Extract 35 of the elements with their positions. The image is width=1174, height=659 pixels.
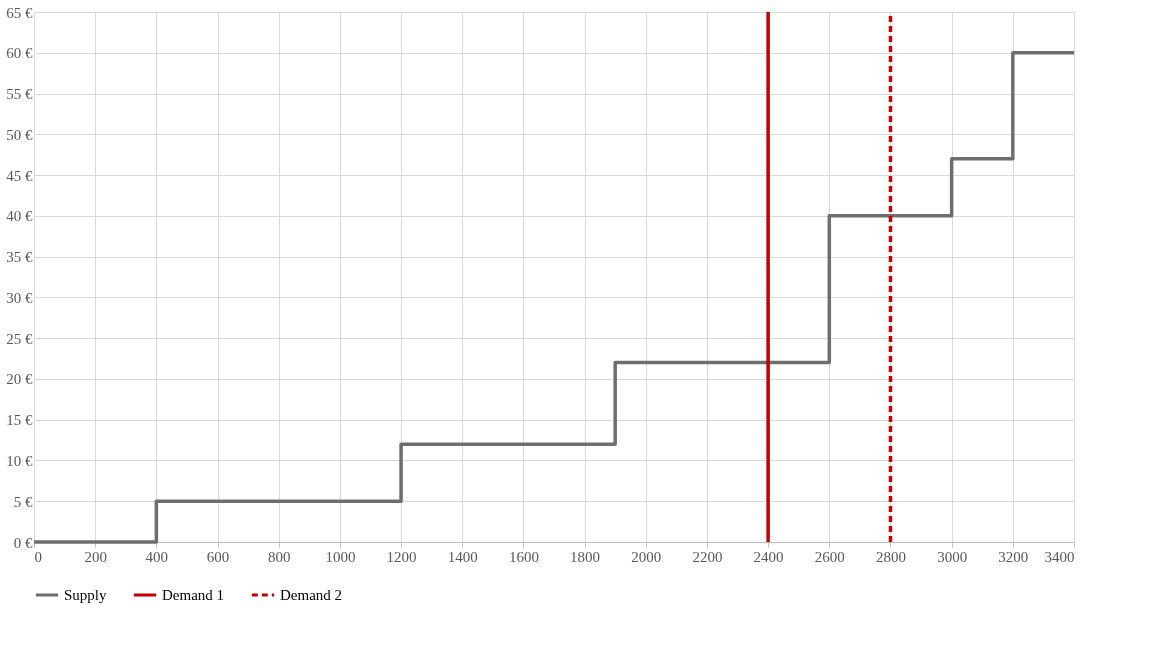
y-tick-label: 0 € — [13, 534, 33, 551]
y-tick-label: 50 € — [6, 126, 33, 143]
y-tick-label: 20 € — [6, 371, 33, 388]
y-tick-label: 25 € — [6, 330, 33, 347]
legend-label: Demand 2 — [280, 587, 343, 603]
x-tick-label: 2200 — [692, 548, 723, 565]
y-tick-label: 60 € — [6, 45, 33, 62]
legend-label: Demand 1 — [162, 587, 225, 603]
x-tick-label: 3200 — [998, 548, 1029, 565]
x-tick-label: 3000 — [937, 548, 968, 565]
x-tick-label: 0 — [34, 548, 42, 565]
y-tick-label: 35 € — [6, 249, 33, 266]
x-tick-label: 1000 — [325, 548, 356, 565]
y-tick-label: 5 € — [13, 493, 33, 510]
y-tick-label: 15 € — [6, 412, 33, 429]
y-tick-label: 10 € — [6, 452, 33, 469]
x-tick-label: 2800 — [875, 548, 906, 565]
x-tick-label: 2600 — [814, 548, 845, 565]
y-tick-label: 30 € — [6, 289, 33, 306]
x-tick-label: 1800 — [570, 548, 601, 565]
x-tick-label: 1400 — [447, 548, 478, 565]
x-tick-label: 800 — [267, 548, 291, 565]
x-tick-label: 200 — [84, 548, 107, 565]
y-tick-label: 55 € — [6, 86, 33, 103]
x-tick-label: 600 — [206, 548, 230, 565]
y-tick-label: 40 € — [6, 208, 33, 225]
x-tick-label: 1600 — [508, 548, 539, 565]
x-tick-label: 2400 — [753, 548, 784, 565]
legend-label: Supply — [64, 587, 108, 603]
x-tick-label: 3400 — [1044, 548, 1075, 565]
x-tick-label: 2000 — [631, 548, 662, 565]
x-tick-label: 400 — [145, 548, 169, 565]
y-tick-label: 65 € — [6, 4, 33, 21]
y-tick-label: 45 € — [6, 167, 33, 184]
x-tick-label: 1200 — [386, 548, 417, 565]
